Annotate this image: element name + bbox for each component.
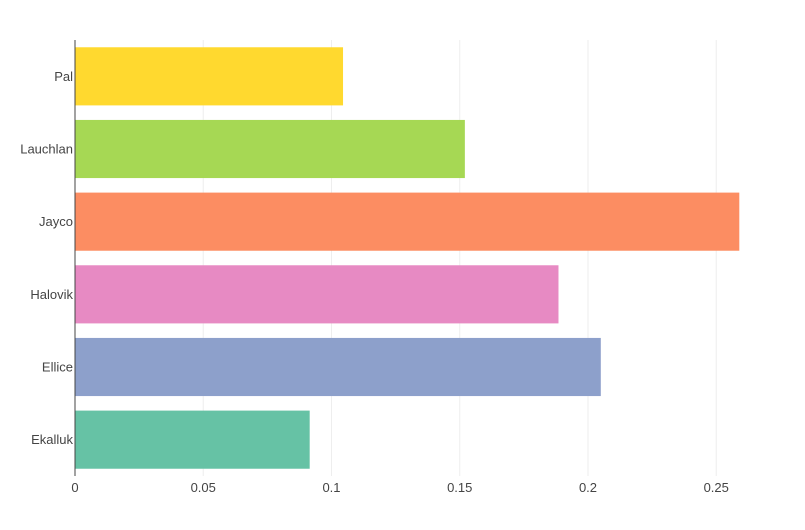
x-tick-label: 0.2 — [579, 480, 597, 495]
bar-jayco[interactable] — [75, 192, 740, 251]
y-category-label: Halovik — [30, 287, 73, 302]
x-tick-label: 0.15 — [447, 480, 472, 495]
y-category-label: Ellice — [42, 360, 73, 375]
bar-lauchlan[interactable] — [75, 119, 465, 179]
bar-ellice[interactable] — [75, 337, 601, 397]
x-tick-label: 0.1 — [322, 480, 340, 495]
x-tick-label: 0.05 — [191, 480, 216, 495]
bar-ekalluk[interactable] — [75, 410, 310, 469]
x-tick-label: 0.25 — [704, 480, 729, 495]
y-category-label: Pal — [54, 69, 73, 84]
gridlines — [202, 40, 717, 476]
x-tick-label: 0 — [71, 480, 78, 495]
y-category-label: Ekalluk — [31, 432, 73, 447]
bars — [75, 47, 740, 469]
y-category-labels: Ekalluk Ellice Halovik Jayco Lauchlan Pal — [20, 69, 73, 447]
y-category-label: Lauchlan — [20, 142, 73, 157]
x-tick-labels: 0 0.05 0.1 0.15 0.2 0.25 — [71, 480, 728, 495]
y-category-label: Jayco — [39, 214, 73, 229]
bar-pal[interactable] — [75, 47, 344, 106]
bar-halovik[interactable] — [75, 265, 559, 324]
